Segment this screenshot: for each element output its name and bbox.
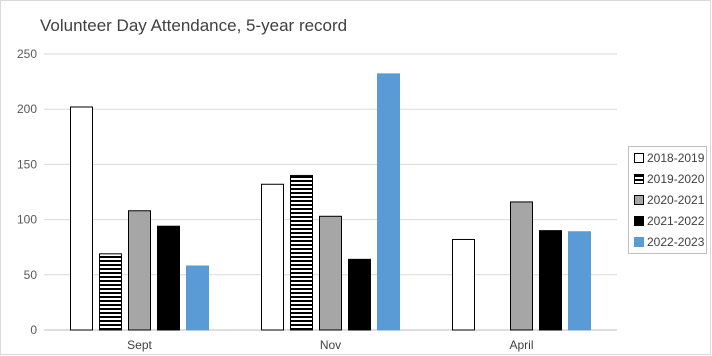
bar-2018-2019-Sept (70, 106, 93, 331)
bar-2022-2023-April (568, 231, 591, 331)
legend-swatch (634, 152, 644, 163)
legend-label: 2022-2023 (647, 234, 705, 249)
bar-2019-2020-Nov (290, 174, 313, 331)
legend-entry: 2020-2021 (629, 189, 706, 210)
y-tick-label: 100 (17, 213, 37, 227)
legend-label: 2018-2019 (647, 150, 705, 165)
bar-2021-2022-Sept (157, 225, 180, 331)
legend-entry: 2021-2022 (629, 210, 706, 231)
bar-2022-2023-Sept (186, 265, 209, 331)
bar-2022-2023-Nov (377, 73, 400, 331)
y-tick-label: 50 (24, 268, 38, 282)
legend-swatch (634, 236, 644, 247)
bar-2020-2021-April (510, 201, 533, 331)
legend-swatch (634, 173, 644, 184)
legend-label: 2020-2021 (647, 192, 705, 207)
legend-swatch (634, 194, 644, 205)
legend-label: 2019-2020 (647, 171, 705, 186)
bar-2021-2022-April (539, 230, 562, 331)
bar-2021-2022-Nov (348, 258, 371, 331)
bar-2018-2019-April (452, 238, 475, 331)
y-tick-label: 200 (17, 102, 37, 116)
legend-label: 2021-2022 (647, 213, 705, 228)
chart-title: Volunteer Day Attendance, 5-year record (40, 16, 348, 35)
x-category-label: April (509, 338, 533, 352)
y-tick-label: 150 (17, 157, 37, 171)
bar-2020-2021-Sept (128, 210, 151, 331)
x-category-label: Sept (127, 338, 152, 352)
legend-entry: 2019-2020 (629, 168, 706, 189)
bar-2018-2019-Nov (261, 183, 284, 331)
bar-2019-2020-Sept (99, 253, 122, 331)
y-tick-label: 250 (17, 47, 37, 61)
chart-legend: 2018-2019 2019-2020 2020-2021 2021-2022 2022… (628, 146, 707, 254)
y-tick-label: 0 (30, 323, 37, 337)
legend-entry: 2022-2023 (629, 231, 706, 252)
x-category-label: Nov (320, 338, 341, 352)
bar-2020-2021-Nov (319, 215, 342, 331)
legend-swatch (634, 215, 644, 226)
legend-entry: 2018-2019 (629, 147, 706, 168)
